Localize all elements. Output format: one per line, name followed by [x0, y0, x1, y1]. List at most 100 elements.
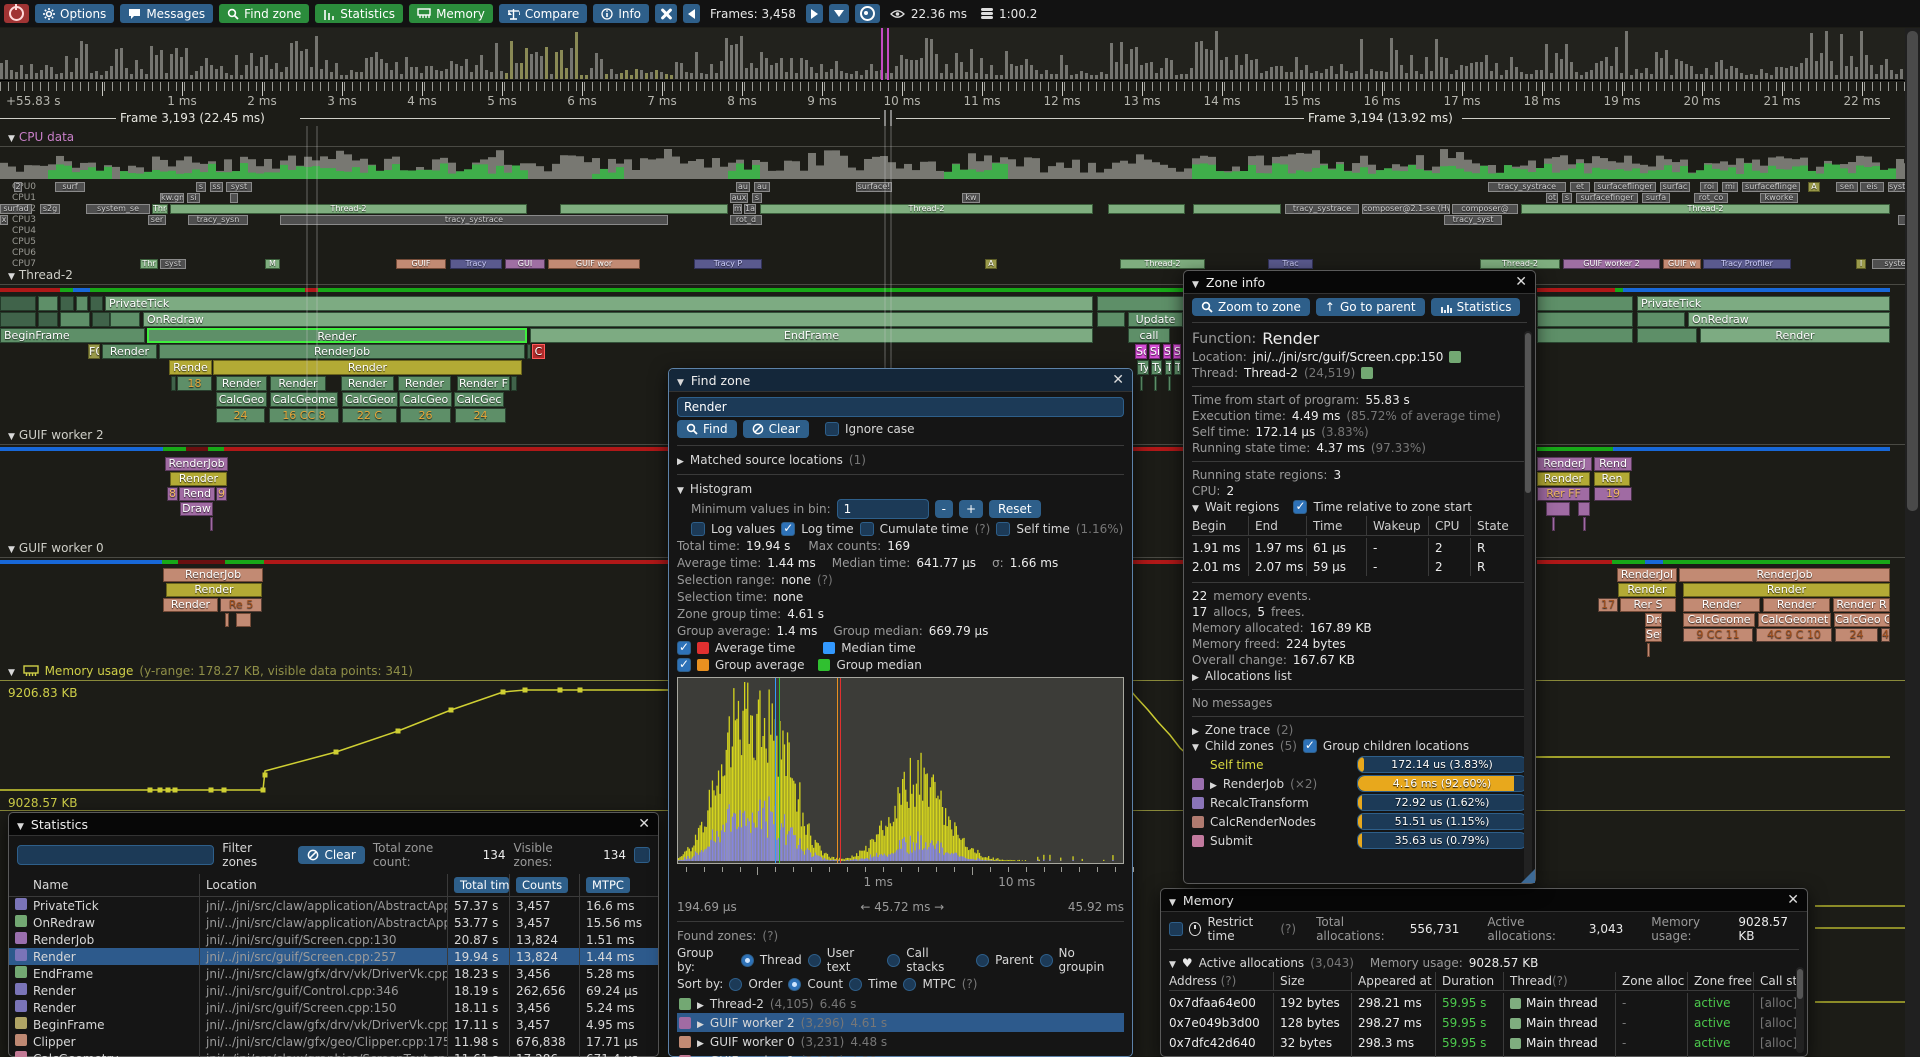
min-bin-input[interactable]	[836, 499, 929, 519]
timeline-zone[interactable]	[1637, 328, 1697, 343]
col-name[interactable]: Name	[33, 878, 69, 892]
timeline-zone[interactable]	[1537, 296, 1633, 311]
time-ruler[interactable]: +55.83 s 1 ms 2 ms 3 ms 4 ms 5 ms 6 ms 7 ms 8 m…	[0, 82, 1920, 108]
timeline-zone[interactable]: 17	[1598, 598, 1618, 612]
timeline-zone[interactable]: F0	[88, 344, 100, 359]
timeline-zone[interactable]: system_se	[86, 204, 150, 214]
timeline-zone[interactable]: sen	[1836, 182, 1858, 192]
timeline-zone[interactable]: 26	[400, 408, 451, 423]
timeline-zone[interactable]: ot	[1546, 193, 1558, 203]
zone-trace-row[interactable]: Zone trace(2)	[1192, 723, 1527, 737]
timeline-zone[interactable]: Render F	[457, 376, 510, 391]
timeline-zone[interactable]	[1537, 312, 1633, 327]
active-allocations-row[interactable]: Active allocations(3,043) Memory usage:9…	[1169, 956, 1799, 970]
timeline-zone[interactable]: Rend	[1594, 457, 1632, 471]
timeline-zone[interactable]: s	[1562, 193, 1572, 203]
child-zone-row[interactable]: CalcRenderNodes 51.51 us (1.15%)	[1192, 812, 1527, 831]
prev-frame-button[interactable]	[683, 4, 701, 23]
timeline-zone[interactable]: et	[1570, 182, 1590, 192]
timeline-zone[interactable]: si	[187, 193, 200, 203]
timeline-zone[interactable]	[527, 344, 531, 359]
timeline-zone[interactable]: CalcGec	[454, 392, 504, 407]
timeline-zone[interactable]: 1a	[744, 204, 756, 214]
timeline-zone[interactable]: T	[1165, 360, 1172, 375]
frames-overview-strip[interactable]	[0, 28, 1920, 81]
timeline-zone[interactable]	[1097, 312, 1125, 327]
zoom-to-zone-button[interactable]: Zoom to zone	[1192, 298, 1310, 316]
timeline-zone[interactable]: surfacefinger	[1576, 193, 1638, 203]
timeline-zone[interactable]: Rend	[179, 487, 215, 501]
col-size[interactable]: Size	[1273, 972, 1351, 990]
timeline-zone[interactable]: 24	[455, 408, 506, 423]
timeline-zone[interactable]: ss	[210, 182, 223, 192]
timeline-zone[interactable]: Ty	[1151, 360, 1162, 375]
timeline-zone[interactable]: Rende	[169, 360, 212, 375]
timeline-zone[interactable]: Render	[1618, 583, 1676, 597]
timeline-zone[interactable]: GUIF wor	[548, 259, 640, 269]
zone-location[interactable]: jni/../jni/src/guif/Screen.cpp:150	[1252, 350, 1444, 364]
timeline-zone[interactable]: Tracy P	[694, 259, 762, 269]
timeline-zone[interactable]: s	[196, 182, 206, 192]
timeline-zone[interactable]: syst	[226, 182, 252, 192]
col-address[interactable]: Address	[1169, 974, 1217, 988]
timeline-zone[interactable]: CalcGeome	[270, 392, 338, 407]
timeline-zone[interactable]: Render	[102, 344, 157, 359]
find-zone-titlebar[interactable]: Find zone✕	[669, 369, 1132, 392]
timeline-zone[interactable]	[60, 312, 90, 327]
sort-by-radio[interactable]	[729, 977, 743, 991]
timeline-zone[interactable]: CalcGeo	[216, 392, 267, 407]
timeline-zone[interactable]: eis	[1860, 182, 1884, 192]
col-duration[interactable]: Duration	[1435, 972, 1503, 990]
timeline-zone[interactable]: Render	[213, 360, 522, 375]
timeline-zone[interactable]: Re 5	[220, 598, 262, 612]
timeline-zone[interactable]	[210, 517, 213, 531]
timeline-zone[interactable]: tracy_systrace	[1285, 204, 1359, 214]
timeline-zone[interactable]: 16 CC 8	[269, 408, 339, 423]
timeline-zone[interactable]: GUIF	[396, 259, 446, 269]
timeline-zone[interactable]	[236, 613, 251, 627]
child-zone-row[interactable]: RecalcTransform 72.92 us (1.62%)	[1192, 793, 1527, 812]
found-zone-row[interactable]: GUIF worker 0 (3,231) 4.48 s	[677, 1032, 1124, 1051]
group-by-radio[interactable]	[740, 953, 754, 967]
timeline-zone[interactable]: PrivateTick	[1637, 296, 1890, 311]
timeline-zone[interactable]: RenderJob	[159, 344, 525, 359]
close-icon[interactable]: ✕	[1112, 372, 1124, 388]
timeline-zone[interactable]: mi	[1722, 182, 1738, 192]
group-by-radio[interactable]	[1039, 953, 1053, 967]
guif-worker0-header[interactable]: GUIF worker 0	[8, 541, 104, 555]
col-zone-alloc[interactable]: Zone alloc	[1615, 972, 1687, 990]
timeline-zone[interactable]: Render	[163, 598, 218, 612]
timeline-zone[interactable]: Render	[170, 472, 227, 486]
find-zone-search-input[interactable]	[677, 397, 1124, 417]
col-appeared-at[interactable]: Appeared at	[1351, 972, 1435, 990]
goto-frame-button[interactable]	[828, 4, 849, 23]
guif-worker2-header[interactable]: GUIF worker 2	[8, 428, 104, 442]
go-to-parent-button[interactable]: ↑ Go to parent	[1315, 298, 1425, 316]
timeline-zone[interactable]	[1637, 312, 1685, 327]
statistics-row[interactable]: OnRedraw jni/../jni/src/claw/application…	[9, 914, 658, 931]
alloc-stack-link[interactable]: [alloc]	[1760, 1016, 1798, 1030]
alloc-stack-link[interactable]: [alloc]	[1760, 996, 1798, 1010]
col-call-stack[interactable]: Call stack	[1753, 972, 1799, 990]
power-button[interactable]	[4, 4, 29, 23]
timeline-zone[interactable]: surfad	[0, 204, 32, 214]
timeline-zone[interactable]: tracy_systrace	[1488, 182, 1566, 192]
timeline-zone[interactable]: 9	[216, 487, 227, 501]
timeline-zone[interactable]: GUIF worker 2	[1563, 259, 1660, 269]
matched-locations-row[interactable]: Matched source locations(1)	[677, 453, 1124, 467]
timeline-zone[interactable]	[1108, 204, 1185, 214]
timeline-zone[interactable]	[1583, 517, 1586, 531]
child-zones-row[interactable]: Child zones(5)Group children locations	[1192, 738, 1527, 753]
statistics-button[interactable]: Statistics	[315, 4, 404, 23]
allocations-list-row[interactable]: Allocations list	[1192, 669, 1527, 683]
timeline-zone[interactable]: call	[1128, 328, 1170, 343]
timeline-zone[interactable]: Render	[147, 328, 527, 343]
timeline-zone[interactable]	[0, 312, 36, 327]
sort-by-radio[interactable]	[903, 977, 917, 991]
timeline-zone[interactable]: 19	[1594, 487, 1632, 501]
timeline-zone[interactable]	[511, 376, 517, 391]
filter-zones-input[interactable]	[17, 845, 215, 865]
timeline-zone[interactable]: x	[0, 215, 8, 225]
timeline-zone[interactable]: au	[736, 182, 750, 192]
timeline-zone[interactable]: s2g	[40, 204, 60, 214]
